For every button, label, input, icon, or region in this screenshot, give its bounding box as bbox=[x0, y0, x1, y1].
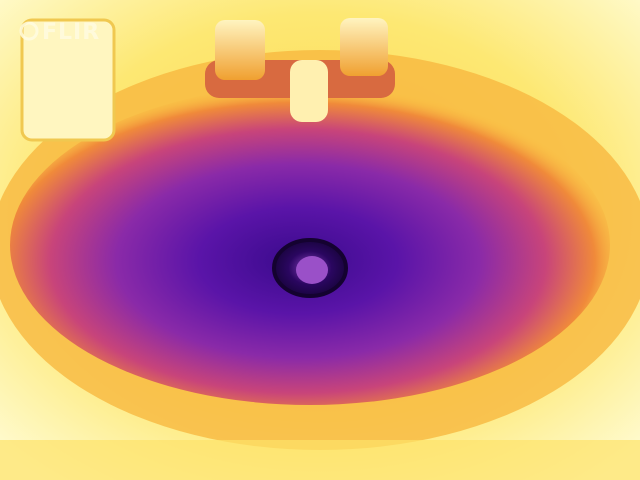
drain-stopper bbox=[296, 256, 328, 284]
faucet-handle-right bbox=[340, 18, 388, 76]
soap-dispenser bbox=[20, 18, 116, 142]
faucet-handle-left bbox=[215, 20, 265, 80]
faucet-spout bbox=[290, 60, 328, 122]
logo-icon bbox=[19, 21, 39, 41]
logo-text: FLIR bbox=[42, 20, 100, 45]
counter-edge bbox=[0, 440, 640, 480]
